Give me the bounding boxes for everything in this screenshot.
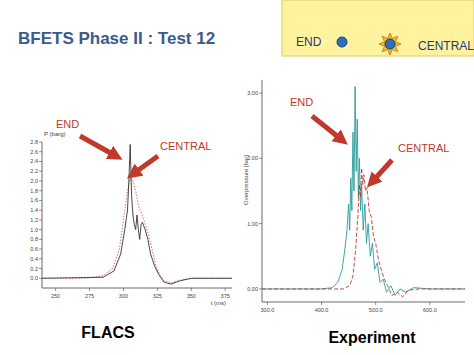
y-axis-label: P (barg)	[44, 131, 66, 137]
plot-area	[42, 144, 232, 284]
x-tick	[123, 288, 124, 291]
location-box	[282, 0, 474, 56]
y-tick-label: 0.4	[30, 256, 38, 262]
x-axis	[42, 288, 232, 289]
y-tick	[259, 223, 262, 224]
y-tick-label: 2.4	[30, 158, 38, 164]
series-annotation: CENTRAL	[398, 142, 449, 154]
chart: 0.001.002.003.00300.0400.0500.0600.0Over…	[243, 80, 465, 346]
x-tick-label: 350	[187, 293, 196, 299]
x-tick	[225, 288, 226, 291]
ignition-star	[379, 33, 401, 55]
x-axis	[262, 302, 465, 303]
x-tick-label: 250	[51, 293, 60, 299]
location-label: CENTRAL	[418, 39, 474, 53]
y-tick	[39, 258, 42, 259]
series-line	[42, 144, 232, 284]
y-tick	[39, 219, 42, 220]
y-axis	[42, 142, 43, 288]
y-tick-label: 2.2	[30, 168, 38, 174]
x-tick	[321, 302, 322, 305]
y-tick-label: 2.0	[30, 178, 38, 184]
x-tick-label: 600.0	[423, 307, 437, 313]
x-tick-label: 300	[119, 293, 128, 299]
y-tick-label: 0.2	[30, 266, 38, 272]
x-tick	[429, 302, 430, 305]
y-tick-label: 0.0	[30, 275, 38, 281]
y-tick-label: 2.8	[30, 139, 38, 145]
y-axis	[262, 80, 263, 302]
x-tick-label: 500.0	[369, 307, 383, 313]
location-marker	[385, 39, 395, 49]
y-tick	[259, 288, 262, 289]
y-tick-label: 0.6	[30, 246, 38, 252]
slide-title: BFETS Phase II : Test 12	[18, 29, 215, 48]
x-tick-label: 325	[153, 293, 162, 299]
y-tick-label: 1.0	[30, 227, 38, 233]
y-tick-label: 1.4	[30, 207, 38, 213]
y-tick	[39, 268, 42, 269]
y-tick	[39, 249, 42, 250]
series-annotation: END	[56, 118, 79, 130]
y-tick	[39, 200, 42, 201]
x-tick-label: 400.0	[315, 307, 329, 313]
y-tick	[259, 158, 262, 159]
x-tick	[89, 288, 90, 291]
y-tick-label: 1.00	[247, 221, 258, 227]
y-tick-label: 2.6	[30, 149, 38, 155]
series-annotation: CENTRAL	[160, 140, 211, 152]
location-label: END	[296, 35, 322, 49]
series-annotation: END	[290, 96, 313, 108]
y-tick	[39, 142, 42, 143]
series-line	[42, 179, 232, 284]
y-tick	[39, 151, 42, 152]
annotation-arrow	[133, 156, 158, 174]
location-marker	[337, 37, 347, 47]
plot-area	[262, 87, 465, 297]
x-tick	[157, 288, 158, 291]
y-tick	[259, 93, 262, 94]
y-tick-label: 0.00	[247, 286, 258, 292]
y-tick-label: 0.8	[30, 236, 38, 242]
annotation-arrow	[80, 136, 116, 156]
chart-title: FLACS	[81, 324, 135, 341]
y-tick	[39, 210, 42, 211]
location-diagram: END CENTRAL	[282, 0, 474, 56]
x-tick-label: 275	[85, 293, 94, 299]
x-axis-label: t (ms)	[211, 300, 226, 306]
x-tick-label: 300.0	[261, 307, 275, 313]
y-tick-label: 1.6	[30, 197, 38, 203]
y-tick	[39, 161, 42, 162]
chart-title: Experiment	[328, 329, 416, 346]
x-tick-label: 375	[221, 293, 230, 299]
y-tick-label: 1.2	[30, 217, 38, 223]
annotation-arrow	[312, 116, 342, 140]
chart: 0.0 0.2 0.4 0.6 0.8 1.0 1.2 1.4 1.6 1.8 2.0 2.2 2.4 2…	[30, 118, 232, 341]
x-tick	[191, 288, 192, 291]
annotation-arrow	[372, 160, 392, 182]
x-tick	[55, 288, 56, 291]
y-tick-label: 1.8	[30, 188, 38, 194]
y-tick	[39, 278, 42, 279]
y-tick	[39, 190, 42, 191]
x-tick	[375, 302, 376, 305]
slide: BFETS Phase II : Test 12 END CENTRAL 0.0 0.2…	[0, 0, 474, 355]
series-line	[262, 168, 465, 297]
y-axis-label: Overpressure [bar]	[243, 155, 249, 205]
y-tick	[39, 180, 42, 181]
y-tick	[39, 229, 42, 230]
series-line	[262, 87, 465, 296]
x-tick	[267, 302, 268, 305]
y-tick	[39, 239, 42, 240]
y-tick-label: 3.00	[247, 90, 258, 96]
y-tick	[39, 171, 42, 172]
